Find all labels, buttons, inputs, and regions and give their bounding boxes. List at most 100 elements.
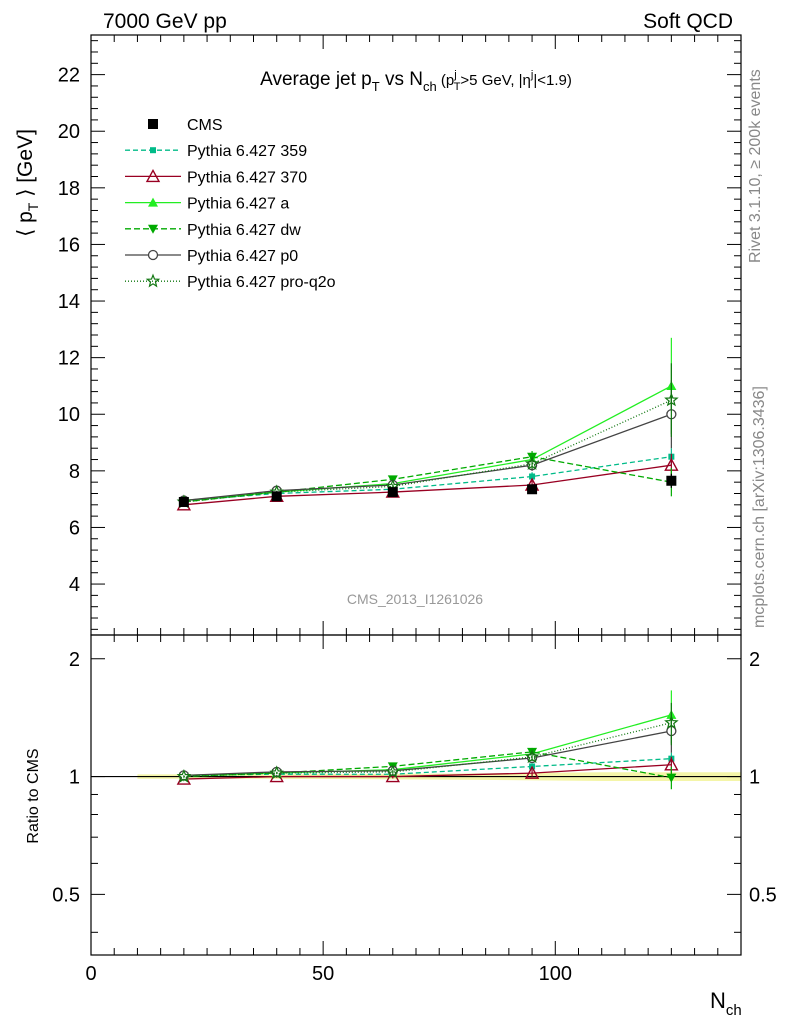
legend-entry: Pythia 6.427 a — [125, 196, 289, 213]
data-points — [178, 473, 677, 507]
series-line — [183, 464, 672, 506]
header-right: Soft QCD — [643, 10, 733, 33]
x-tick-label: 50 — [312, 963, 334, 985]
ratio-point — [176, 768, 192, 783]
chart-title: Average jet pT vs Nch (pj T>5 GeV, |ηj|<1… — [260, 69, 572, 94]
marker-square — [527, 484, 538, 495]
marker-square — [178, 496, 189, 507]
data-point — [271, 491, 282, 502]
marker-square — [529, 473, 536, 480]
y-tick-label: 14 — [58, 291, 80, 313]
marker-square — [148, 119, 158, 129]
y-tick-label: 22 — [58, 65, 80, 87]
legend-marker — [148, 224, 158, 234]
marker-star — [385, 764, 401, 779]
data-point — [527, 484, 538, 495]
ratio-point — [524, 765, 540, 779]
x-tick-label: 100 — [539, 963, 572, 985]
ratio-tick-label-left: 0.5 — [52, 884, 80, 906]
series-line — [183, 385, 672, 502]
legend-entry: Pythia 6.427 370 — [125, 168, 307, 186]
y-axis-label-main: ⟨ pT ⟩ [GeV] — [14, 129, 41, 237]
data-point — [178, 496, 189, 507]
series-point — [664, 392, 679, 407]
marker-triangle-down — [148, 224, 158, 234]
series-ratio-4 — [178, 711, 677, 781]
marker-square — [150, 147, 156, 154]
marker-circle — [147, 249, 159, 261]
marker-square — [666, 475, 677, 486]
marker-star — [145, 273, 161, 288]
series-main-1 — [176, 453, 679, 511]
ratio-point — [385, 764, 401, 779]
marker-triangle-down — [666, 773, 677, 783]
legend-label: Pythia 6.427 p0 — [187, 248, 298, 265]
marker-star — [269, 765, 284, 780]
legend-entry: Pythia 6.427 359 — [125, 143, 307, 160]
ratio-tick-label-right: 1 — [749, 767, 760, 789]
ratio-tick-label-left: 2 — [69, 649, 80, 671]
legend-marker — [145, 168, 161, 183]
ratio-point — [666, 773, 677, 783]
marker-triangle — [148, 197, 158, 207]
data-point — [666, 475, 677, 486]
series-line — [183, 413, 672, 502]
marker-triangle — [145, 168, 161, 183]
y-axis-label-ratio: Ratio to CMS — [25, 748, 42, 843]
series-point — [529, 473, 536, 480]
legend-label: Pythia 6.427 a — [187, 196, 289, 213]
legend-label: CMS — [187, 117, 223, 134]
legend-label: Pythia 6.427 359 — [187, 143, 307, 160]
x-axis-label: Nch — [710, 988, 742, 1019]
legend-marker — [148, 197, 158, 207]
legend-marker — [147, 249, 159, 261]
legend-entry: CMS — [148, 117, 223, 134]
y-tick-label: 8 — [69, 461, 80, 483]
legend-label: Pythia 6.427 370 — [187, 169, 307, 186]
analysis-watermark: CMS_2013_I1261026 — [347, 591, 483, 607]
marker-square — [271, 491, 282, 502]
legend-label: Pythia 6.427 pro-q2o — [187, 274, 336, 291]
legend-marker — [150, 147, 156, 154]
y-tick-label: 4 — [69, 574, 80, 596]
data-point — [387, 487, 398, 498]
header-left: 7000 GeV pp — [103, 10, 227, 33]
ratio-point — [524, 749, 540, 764]
legend-marker — [145, 273, 161, 288]
ratio-frame — [90, 634, 742, 956]
legend-entry: Pythia 6.427 pro-q2o — [125, 273, 336, 291]
marker-star — [176, 768, 192, 783]
mcplots-label: mcplots.cern.ch [arXiv:1306.3436] — [751, 386, 768, 628]
legend-entry: Pythia 6.427 dw — [125, 222, 301, 239]
y-tick-label: 10 — [58, 404, 80, 426]
series-point — [524, 456, 540, 470]
rivet-label: Rivet 3.1.10, ≥ 200k events — [747, 69, 764, 263]
y-tick-label: 20 — [58, 121, 80, 143]
ratio-tick-label-right: 2 — [749, 649, 760, 671]
marker-star — [664, 715, 679, 729]
y-tick-label: 16 — [58, 234, 80, 256]
series-ratio-line — [183, 722, 672, 778]
series-ratio-2 — [178, 690, 677, 780]
y-tick-label: 18 — [58, 178, 80, 200]
ratio-tick-label-right: 0.5 — [749, 884, 777, 906]
marker-triangle — [524, 765, 540, 779]
marker-star — [524, 749, 540, 764]
series-main-5 — [176, 363, 679, 509]
legend: CMS Pythia 6.427 359 Pythia 6.427 370 Pythi… — [125, 117, 336, 291]
ratio-point — [664, 715, 679, 729]
legend-entry: Pythia 6.427 p0 — [125, 248, 298, 265]
legend-marker — [148, 119, 158, 129]
x-tick-label: 0 — [85, 963, 96, 985]
y-tick-label: 12 — [58, 348, 80, 370]
ratio-tick-label-left: 1 — [69, 767, 80, 789]
marker-square — [387, 487, 398, 498]
marker-star — [664, 392, 679, 407]
y-tick-label: 6 — [69, 517, 80, 539]
series-ratio-5 — [176, 702, 679, 783]
legend-label: Pythia 6.427 dw — [187, 222, 301, 239]
ratio-point — [269, 765, 284, 780]
marker-star — [524, 456, 540, 470]
